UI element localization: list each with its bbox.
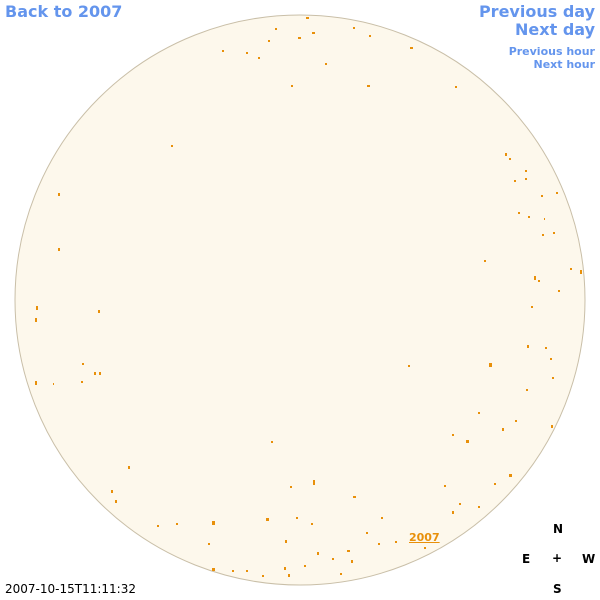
previous-hour-link[interactable]: Previous hour: [508, 45, 595, 58]
next-hour-link[interactable]: Next hour: [533, 58, 596, 71]
marker-label[interactable]: 2007: [409, 531, 440, 544]
back-link[interactable]: Back to 2007: [5, 2, 123, 21]
compass-south: S: [553, 582, 562, 596]
sky-disc: [14, 14, 586, 586]
compass-north: N: [553, 522, 564, 536]
next-day-link[interactable]: Next day: [515, 20, 595, 39]
compass-west: W: [582, 552, 596, 566]
compass-east: E: [522, 552, 531, 566]
timestamp: 2007-10-15T11:11:32: [5, 582, 136, 596]
compass-center: +: [552, 551, 563, 565]
previous-day-link[interactable]: Previous day: [478, 2, 595, 21]
